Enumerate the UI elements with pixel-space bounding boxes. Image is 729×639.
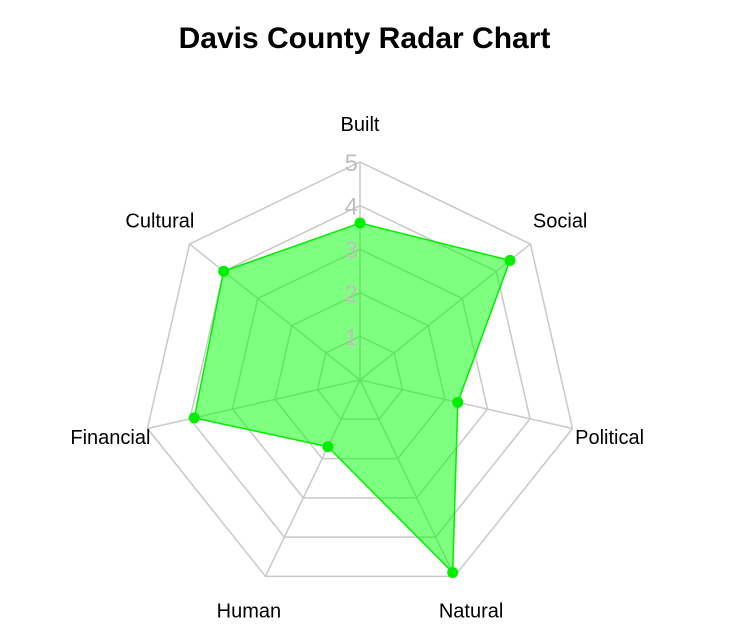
data-point bbox=[188, 412, 200, 424]
data-point bbox=[447, 566, 459, 578]
data-point bbox=[354, 217, 366, 229]
axis-label: Political bbox=[575, 427, 644, 449]
ring-label: 4 bbox=[345, 194, 358, 221]
axis-label: Built bbox=[341, 114, 380, 136]
series-layer bbox=[188, 217, 516, 578]
axis-label: Cultural bbox=[125, 210, 194, 232]
data-point bbox=[504, 254, 516, 266]
grid-ring-5 bbox=[146, 161, 574, 578]
axis-label: Social bbox=[533, 210, 587, 232]
label-layer: 1 2 3 4 5 Built Social Political Natural Human Fin… bbox=[70, 114, 644, 623]
ring-label: 3 bbox=[345, 237, 358, 264]
ring-label: 1 bbox=[345, 324, 358, 351]
axis-label: Natural bbox=[439, 601, 503, 623]
ring-label: 2 bbox=[345, 281, 358, 308]
data-point bbox=[218, 265, 230, 277]
axis-label: Financial bbox=[70, 427, 150, 449]
axis-label: Human bbox=[217, 601, 281, 623]
chart-title: Davis County Radar Chart bbox=[178, 22, 551, 55]
ring-label: 5 bbox=[345, 150, 358, 177]
data-point bbox=[452, 396, 464, 408]
series-area bbox=[193, 222, 511, 574]
data-point bbox=[322, 441, 334, 453]
